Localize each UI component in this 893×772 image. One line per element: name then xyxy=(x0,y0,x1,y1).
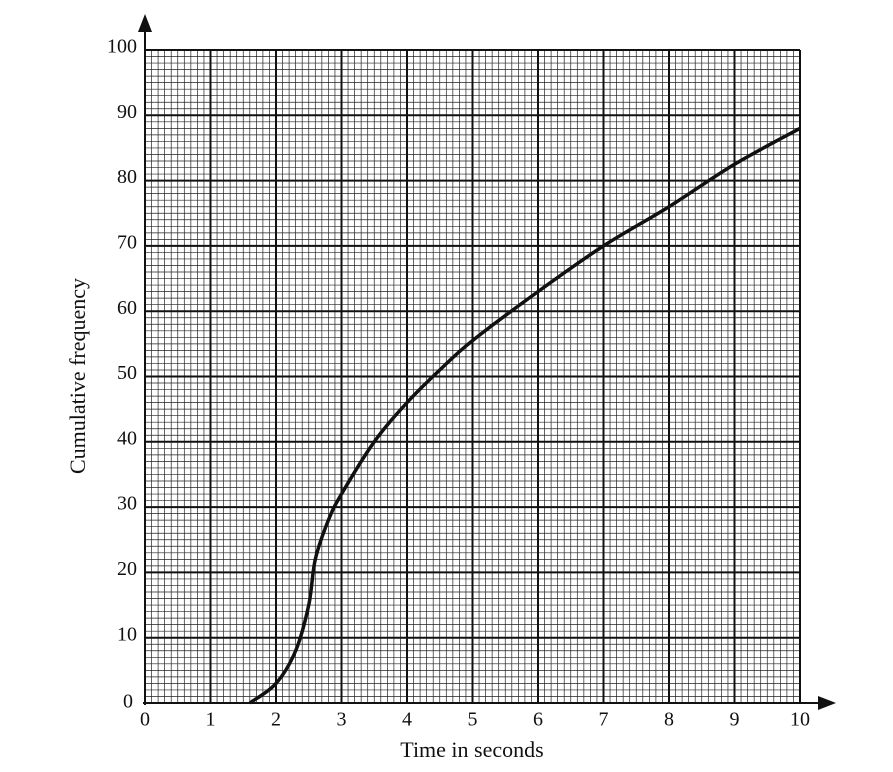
curve xyxy=(248,126,801,705)
y-axis-title: Cumulative frequency xyxy=(65,278,90,474)
y-tick-label: 90 xyxy=(117,101,137,123)
x-arrow xyxy=(818,696,836,710)
y-tick-label: 20 xyxy=(117,558,137,580)
y-tick-label: 50 xyxy=(117,362,137,384)
y-tick-label: 100 xyxy=(107,36,137,58)
y-tick-label: 0 xyxy=(123,691,133,713)
x-tick-label: 9 xyxy=(730,709,740,731)
y-arrow xyxy=(138,14,152,32)
y-tick-label: 10 xyxy=(117,623,137,645)
x-tick-label: 0 xyxy=(140,709,150,731)
y-tick-label: 80 xyxy=(117,166,137,188)
x-tick-label: 5 xyxy=(468,709,478,731)
x-tick-label: 2 xyxy=(271,709,281,731)
x-axis-title: Time in seconds xyxy=(400,737,543,762)
y-tick-label: 70 xyxy=(117,231,137,253)
grid xyxy=(144,49,801,704)
x-tick-label: 1 xyxy=(206,709,216,731)
y-tick-label: 40 xyxy=(117,427,137,449)
x-tick-label: 3 xyxy=(337,709,347,731)
y-tick-label: 60 xyxy=(117,297,137,319)
x-tick-label: 8 xyxy=(664,709,674,731)
y-tick-label: 30 xyxy=(117,493,137,515)
x-tick-label: 10 xyxy=(790,709,810,731)
x-tick-label: 6 xyxy=(533,709,543,731)
x-tick-label: 7 xyxy=(599,709,609,731)
x-tick-label: 4 xyxy=(402,709,412,731)
